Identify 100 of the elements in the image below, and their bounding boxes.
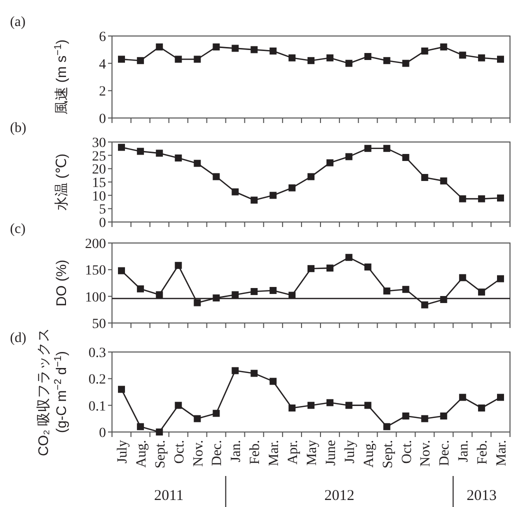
point [212,43,220,50]
point [270,48,277,55]
point [421,415,428,422]
x-tick-label: Dec. [210,440,226,466]
x-tick-label: Sept. [153,440,168,468]
y-tick-label: 20 [92,162,106,178]
point [308,265,314,272]
point [440,412,448,420]
x-tick-label: Oct. [400,440,415,464]
y-tick-label: 200 [85,237,106,252]
x-tick-label: Jan. [456,440,472,462]
x-tick-label: June [324,440,339,466]
point [402,60,410,67]
point [118,144,125,151]
point [326,159,334,166]
text: 2013 [466,488,497,504]
point [232,188,239,196]
point [118,267,125,274]
point [156,43,163,50]
point [194,299,201,306]
point [421,48,428,55]
point [497,394,504,401]
point [156,428,163,436]
x-tick-label: July [115,440,130,464]
point [308,173,314,180]
chart-title: (d) [10,331,27,346]
x-tick-label: Feb. [248,440,264,464]
point [118,56,125,63]
point [174,262,182,269]
x-tick-label: Aug. [134,440,150,468]
point [174,154,182,162]
point [459,52,466,59]
x-tick-label: Mar. [494,440,510,466]
x-tick-label: Dec. [438,440,453,466]
point [364,402,372,409]
point [270,192,277,199]
point [250,46,258,54]
point [212,410,220,417]
chart-title: (b) [10,121,27,136]
y-tick-label: 0.2 [88,372,106,388]
point [232,291,239,298]
point [308,402,314,409]
point [364,264,372,270]
y-tick-label: 5 [99,202,106,218]
y-tick-label: 0 [99,426,106,441]
point [402,154,410,161]
point [345,60,352,67]
point [364,144,372,152]
point [497,56,504,63]
point [459,274,466,282]
point [288,404,296,412]
point [212,173,220,180]
point [232,367,239,374]
point [402,412,410,420]
point [156,150,163,157]
point [136,148,144,155]
point [440,177,448,184]
chart-title: (c) [10,222,26,237]
point [288,54,296,62]
point [345,254,352,261]
point [250,196,258,204]
point [345,402,352,409]
x-tick-label: July [342,440,358,464]
point [459,195,466,202]
point [194,160,201,167]
y-tick-label: 0.1 [88,399,106,414]
y-axis-title: DO (%) [53,260,69,306]
point [270,286,277,294]
point [364,53,372,60]
point [326,54,334,62]
y-tick-label: 2 [99,84,106,100]
point [478,404,486,412]
text: 2011 [154,488,184,504]
point [212,294,220,302]
point [383,57,390,64]
point [478,288,486,296]
point [383,288,390,294]
point [440,43,448,50]
point [383,144,390,152]
y-tick-label: 10 [92,189,106,204]
x-tick-label: Nov. [191,440,206,467]
point [194,56,201,63]
y-tick-label: 6 [99,30,106,45]
point [174,402,182,409]
point [288,292,296,299]
point [194,415,201,422]
x-tick-label: Aug. [362,440,377,468]
point [232,44,239,52]
x-tick-label: Oct. [172,440,188,464]
point [270,378,277,385]
y-tick-label: 15 [92,176,106,191]
y-axis-title: 水温 (℃) [53,154,69,210]
text: 2012 [324,488,354,504]
point [250,370,258,377]
point [250,288,258,296]
x-tick-label: Feb. [476,440,491,464]
point [383,423,390,430]
x-tick-label: Sept. [380,440,396,468]
point [497,194,504,202]
x-tick-label: May [305,440,320,466]
